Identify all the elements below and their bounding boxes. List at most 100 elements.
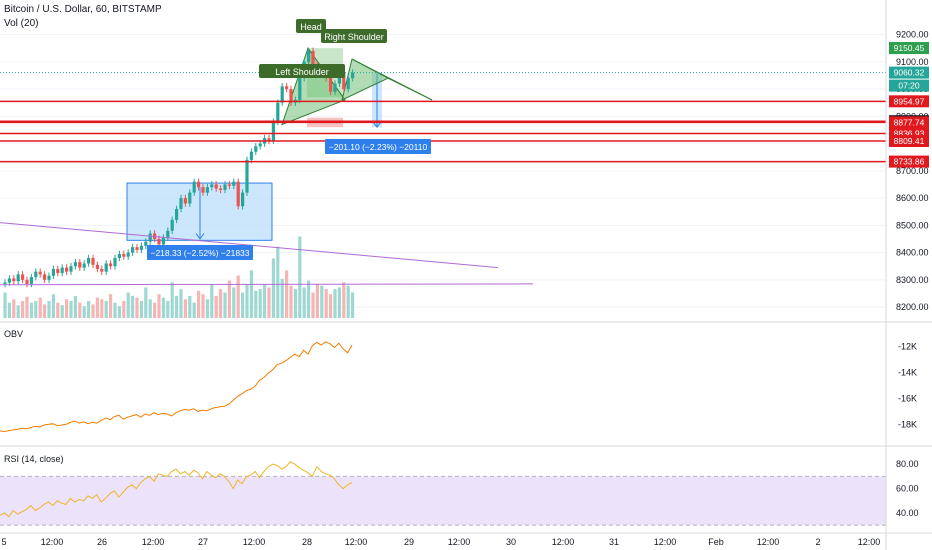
volume-bar (241, 292, 245, 318)
time-tick-label: 12:00 (41, 537, 64, 547)
candle-body (175, 208, 179, 220)
volume-bar (7, 302, 11, 318)
volume-bar (95, 297, 99, 318)
candle-body (346, 78, 350, 90)
volume-bar (78, 302, 82, 318)
candle-body (232, 181, 236, 186)
candle-body (117, 253, 121, 259)
volume-bar (65, 299, 69, 318)
volume-bar (139, 301, 143, 318)
volume-indicator-title: Vol (20) (4, 18, 39, 29)
volume-bar (346, 285, 350, 318)
candle-body (157, 238, 161, 245)
candle-body (236, 181, 240, 207)
volume-bar (311, 292, 315, 318)
candle-body (267, 138, 271, 141)
volume-bar (205, 299, 209, 318)
measure-arrow-head (372, 121, 382, 129)
volume-bar (29, 302, 33, 318)
volume-bar (47, 301, 51, 318)
price-tick-label: 9200.00 (896, 30, 929, 40)
volume-bar (329, 294, 333, 318)
candle-body (271, 121, 275, 141)
obv-tick-label: -14K (898, 367, 917, 377)
candle-body (285, 86, 289, 90)
candle-body (144, 241, 148, 246)
volume-bar (227, 280, 231, 318)
volume-bar (271, 258, 275, 318)
volume-bar (337, 287, 341, 318)
rsi-tick-label: 60.00 (896, 484, 919, 494)
volume-bar (267, 287, 271, 318)
volume-bar (298, 236, 302, 318)
rsi-pane (0, 461, 353, 518)
high-price-tag-bg (889, 42, 929, 55)
candle-body (188, 192, 192, 204)
candle-body (210, 184, 214, 188)
price-tick-label: 8500.00 (896, 220, 929, 230)
volume-bar (126, 292, 130, 318)
candle-body (7, 278, 11, 283)
volume-bar (183, 299, 187, 318)
volume-bar (333, 289, 337, 318)
measure-label-2[interactable]: −218.33 (−2.52%) −21833 (147, 245, 253, 260)
volume-bar (117, 306, 121, 318)
price-tick-label: 8300.00 (896, 275, 929, 285)
candle-body (205, 187, 209, 193)
time-tick-label: 29 (404, 537, 414, 547)
candle-body (139, 245, 143, 250)
candle-body (126, 252, 130, 257)
left-shoulder-label[interactable]: Left Shoulder (259, 64, 345, 78)
candle-body (38, 271, 42, 275)
time-tick-label: 12:00 (243, 537, 266, 547)
head-label[interactable]: Head (296, 19, 326, 33)
candle-body (179, 198, 183, 209)
volume-bar (307, 280, 311, 318)
volume-bar (285, 270, 289, 318)
volume-bar (157, 294, 161, 318)
candle-body (43, 274, 47, 280)
time-tick-label: 2 (815, 537, 820, 547)
candle-body (16, 274, 20, 282)
candle-body (113, 258, 117, 267)
rsi-line (0, 461, 353, 518)
volume-bar (144, 287, 148, 318)
volume-bar (38, 297, 42, 318)
candle-body (100, 268, 104, 272)
volume-bar (43, 304, 47, 318)
volume-bar (91, 304, 95, 318)
candle-body (109, 263, 113, 267)
candle-body (60, 267, 64, 274)
candle-body (342, 72, 346, 90)
volume-bar (197, 290, 201, 318)
candle-body (249, 151, 253, 160)
time-axis[interactable]: 5 12:00 26 12:00 27 12:00 28 12:00 29 12:00 30 12:0… (1, 537, 880, 547)
time-tick-label: 28 (302, 537, 312, 547)
horizontal-trend-line (0, 283, 534, 286)
candle-body (25, 279, 29, 284)
measure-label-1[interactable]: −201.10 (−2.23%) −20110 (325, 139, 431, 154)
volume-bar (219, 289, 223, 318)
price-axis[interactable]: 8200.00 8300.00 8400.00 8500.00 8600.00 8700.… (889, 30, 929, 518)
candle-body (135, 247, 139, 250)
time-tick-label: 12:00 (858, 537, 881, 547)
volume-bar (302, 287, 306, 318)
candle-body (214, 184, 218, 189)
candle-body (280, 86, 284, 103)
candle-body (241, 192, 245, 207)
right-shoulder-label[interactable]: Right Shoulder (321, 29, 387, 43)
neckline-extension (387, 77, 433, 101)
candle-body (192, 181, 196, 193)
candle-body (311, 50, 315, 65)
time-tick-label: 31 (609, 537, 619, 547)
level-price-tag: 8733.86 (894, 157, 925, 167)
volume-bar (324, 289, 328, 318)
price-tick-label: 9100.00 (896, 57, 929, 67)
candle-body (351, 72, 355, 79)
volume-bar (153, 302, 157, 318)
level-price-tag: 8809.41 (894, 136, 925, 146)
time-tick-label: 12:00 (757, 537, 780, 547)
candle-body (258, 143, 262, 147)
volume-bar (100, 299, 104, 318)
